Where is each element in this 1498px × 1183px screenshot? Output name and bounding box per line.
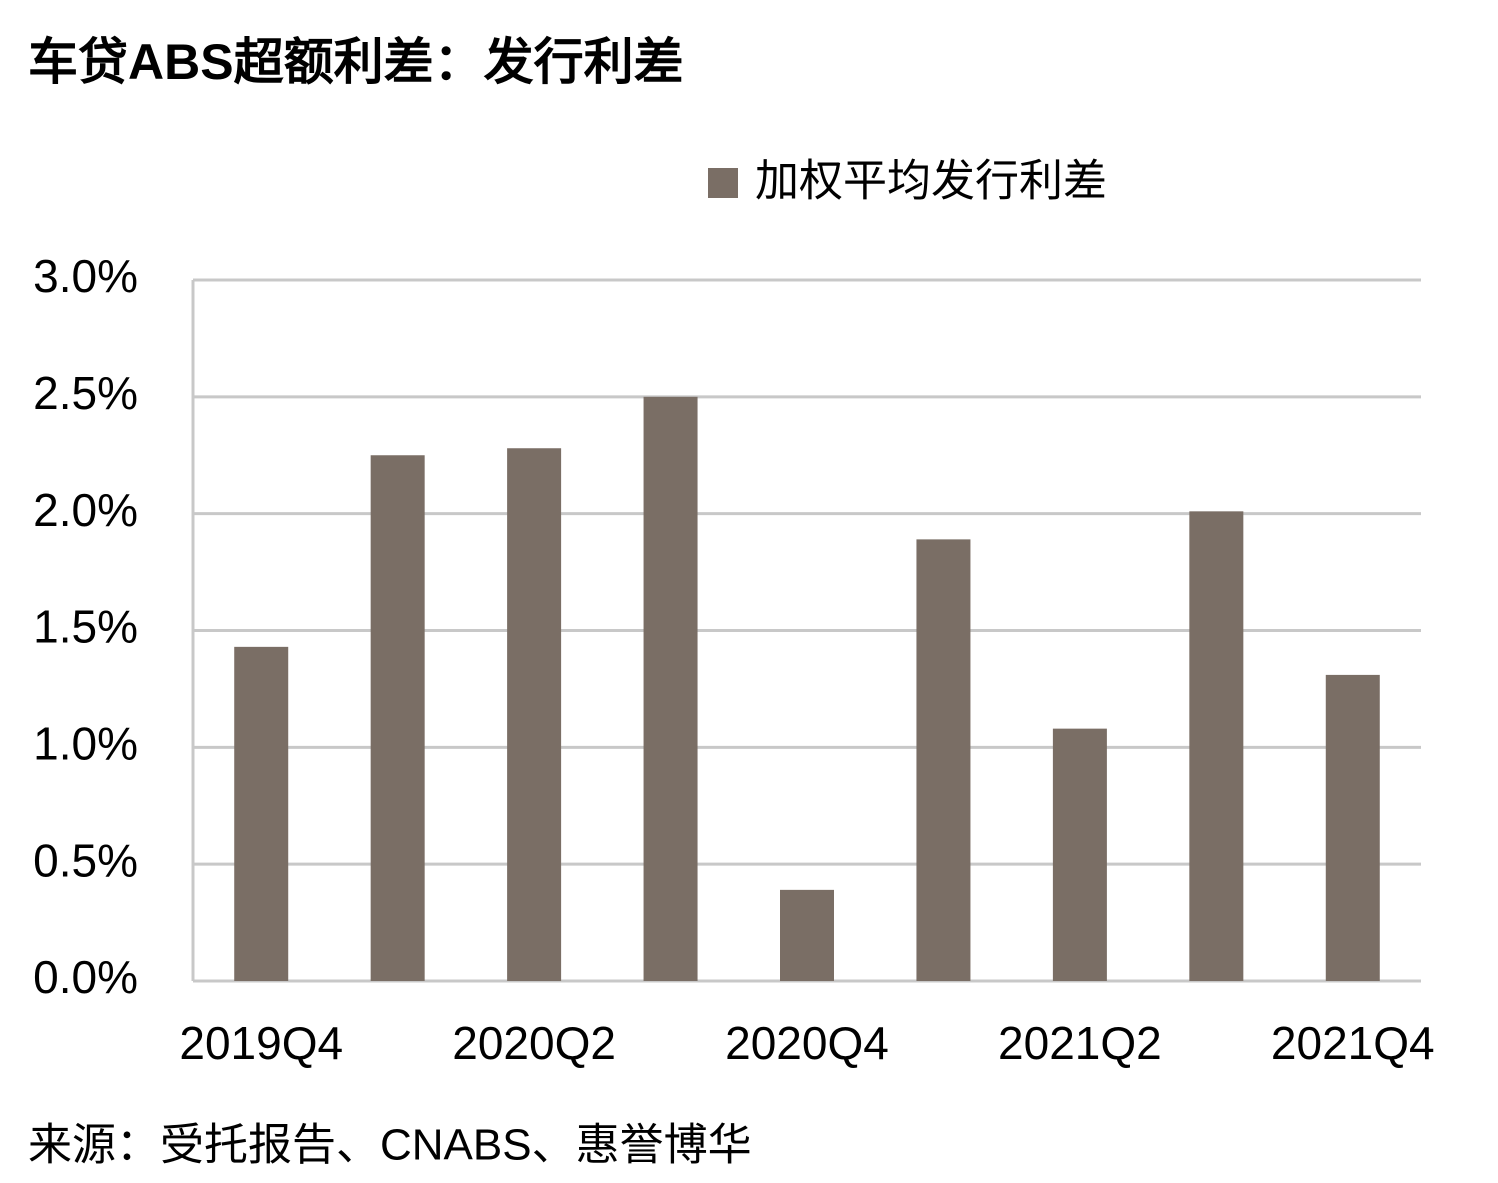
bar	[643, 396, 698, 981]
legend-label: 加权平均发行利差	[755, 157, 1107, 206]
chart-title: 车贷ABS超额利差：发行利差	[28, 34, 684, 90]
x-tick-label: 2020Q4	[725, 1017, 889, 1069]
y-tick-label: 0.5%	[33, 834, 138, 886]
bar	[1189, 511, 1244, 981]
y-tick-label: 3.0%	[33, 250, 138, 302]
bar	[1052, 728, 1107, 981]
bar	[1325, 674, 1380, 981]
x-tick-label: 2021Q2	[998, 1017, 1162, 1069]
bar	[780, 889, 834, 981]
y-tick-label: 0.0%	[33, 951, 138, 1003]
y-tick-label: 2.0%	[33, 484, 138, 536]
y-tick-label: 2.5%	[33, 367, 138, 419]
bar	[507, 448, 562, 981]
source-note: 来源：受托报告、CNABS、惠誉博华	[28, 1121, 752, 1170]
bar	[370, 455, 425, 981]
y-tick-label: 1.0%	[33, 717, 138, 769]
legend-swatch	[708, 168, 738, 198]
y-tick-label: 1.5%	[33, 601, 138, 653]
x-tick-label: 2019Q4	[179, 1017, 343, 1069]
x-tick-label: 2021Q4	[1271, 1017, 1435, 1069]
bar	[916, 539, 971, 981]
bar	[234, 646, 289, 981]
x-tick-label: 2020Q2	[452, 1017, 616, 1069]
